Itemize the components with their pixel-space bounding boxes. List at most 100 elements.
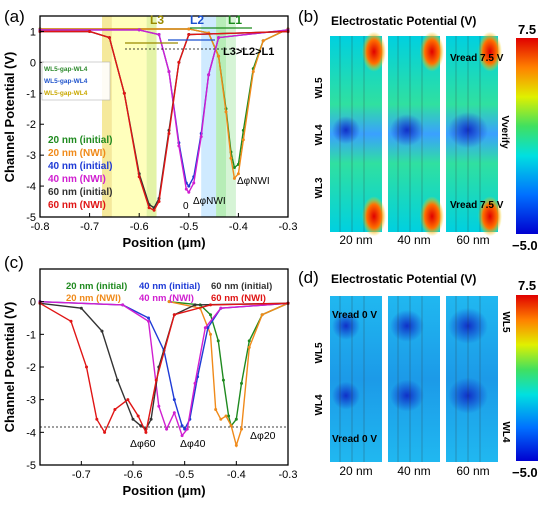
map-b-title: Electrostatic Potential (V) bbox=[331, 14, 476, 28]
y-tick-label: -1 bbox=[26, 88, 36, 100]
y-tick-label: -2 bbox=[26, 362, 36, 374]
x-tick-label: -0.5 bbox=[175, 469, 194, 481]
map-high-region bbox=[478, 31, 502, 72]
map-b-width-60: 60 nm bbox=[456, 233, 489, 247]
chart-c-ylabel: Channel Potential (V) bbox=[2, 302, 17, 433]
series-4-point bbox=[131, 417, 135, 421]
chart-a-frame bbox=[39, 15, 289, 218]
legend-a-40i: 40 nm (initial) bbox=[48, 161, 112, 172]
label-l-relation: L3>L2>L1 bbox=[223, 46, 274, 58]
chart-c: -0.7 -0.6 -0.5 -0.4 -0.3 -5 -4 -3 -2 -1 0 20 nm (i… bbox=[2, 268, 297, 498]
band-2 bbox=[146, 16, 157, 217]
map-low-region bbox=[390, 309, 424, 342]
map-b-wl5: WL5 bbox=[314, 77, 325, 99]
map-d-images bbox=[330, 296, 498, 462]
x-tick-label: -0.6 bbox=[130, 221, 149, 233]
x-tick-label: -0.5 bbox=[179, 221, 198, 233]
chart-c-legend: 20 nm (initial) 20 nm (NWI) 40 nm (initi… bbox=[66, 281, 272, 304]
inner-legend-box bbox=[41, 61, 111, 101]
map-d-width-20: 20 nm bbox=[339, 464, 372, 478]
series-5-point bbox=[122, 91, 126, 95]
chart-a-xlabel: Position (μm) bbox=[122, 235, 205, 250]
series-5-point bbox=[144, 430, 148, 434]
series-2-point bbox=[147, 316, 150, 320]
map-d-wl4-right: WL4 bbox=[500, 421, 511, 443]
series-1-point bbox=[187, 27, 191, 31]
series-2-point bbox=[206, 326, 210, 330]
panel-tag-b: (b) bbox=[298, 7, 319, 26]
x-tick-label: -0.8 bbox=[31, 221, 50, 233]
map-b-vread-bottom: Vread 7.5 V bbox=[450, 200, 504, 211]
series-3-point bbox=[121, 303, 125, 307]
chart-c-series bbox=[38, 300, 290, 448]
map-low-region bbox=[332, 381, 360, 410]
legend-a-60i: 60 nm (initial) bbox=[48, 187, 112, 198]
series-5-point bbox=[107, 36, 111, 40]
series-3-point bbox=[207, 73, 211, 77]
label-dphi-20: Δφ20 bbox=[250, 430, 276, 442]
y-tick-label: -3 bbox=[26, 150, 36, 162]
series-4-point bbox=[193, 303, 197, 307]
series-5-point bbox=[209, 303, 212, 307]
map-d-cb-min: −5.0 bbox=[512, 465, 538, 480]
map-high-region bbox=[362, 31, 386, 72]
series-5-point bbox=[157, 200, 161, 204]
map-d-cb-max: 7.5 bbox=[518, 278, 536, 293]
series-4-point bbox=[100, 329, 104, 333]
map-d-vread-bottom: Vread 0 V bbox=[332, 434, 377, 445]
label-dphi-nwi-b: ΔφNWI bbox=[193, 196, 226, 207]
series-0-point bbox=[240, 381, 243, 385]
map-d-colorbar bbox=[516, 295, 538, 461]
legend-a-20n: 20 nm (NWI) bbox=[48, 148, 106, 159]
label-l1: L1 bbox=[228, 13, 242, 27]
map-d-title: Electrostatic Potential (V) bbox=[331, 272, 476, 286]
legend-c-60n: 60 nm (NWI) bbox=[211, 293, 266, 304]
y-tick-label: 0 bbox=[30, 57, 36, 69]
series-3-point bbox=[177, 144, 181, 148]
inner-legend-item-1: WL5-gap-WL4 bbox=[44, 66, 88, 73]
series-3-point bbox=[219, 306, 223, 310]
series-3-point bbox=[180, 434, 184, 438]
map-panel-b: Electrostatic Potential (V) WL5 WL4 WL3 … bbox=[314, 14, 538, 253]
series-1-point bbox=[214, 407, 218, 411]
x-tick-label: -0.7 bbox=[80, 221, 99, 233]
label-l3: L3 bbox=[150, 13, 164, 27]
chart-a-ticks: -0.8 -0.7 -0.6 -0.5 -0.4 -0.3 -5 -4 -3 -2 -1 0 1 bbox=[26, 26, 297, 233]
map-low-region bbox=[390, 114, 424, 147]
series-1-point bbox=[240, 427, 243, 431]
legend-a-20i: 20 nm (initial) bbox=[48, 135, 112, 146]
map-high-region bbox=[420, 31, 444, 72]
series-line-1 bbox=[40, 28, 289, 180]
series-3-point bbox=[185, 427, 189, 431]
series-line-2 bbox=[39, 301, 289, 431]
legend-c-40n: 40 nm (NWI) bbox=[139, 293, 194, 304]
label-dphi-40: Δφ40 bbox=[180, 438, 206, 450]
map-low-region bbox=[332, 311, 360, 340]
series-5-point bbox=[103, 430, 107, 434]
map-high-region bbox=[478, 196, 502, 237]
panel-tag-d: (d) bbox=[298, 268, 319, 287]
map-b-vread-top: Vread 7.5 V bbox=[450, 53, 504, 64]
map-d-width-60: 60 nm bbox=[456, 464, 489, 478]
series-3-point bbox=[193, 381, 197, 385]
label-dphi-nwi-a: ΔφNWI bbox=[237, 176, 270, 187]
series-3-point bbox=[172, 411, 176, 415]
panel-tag-a: (a) bbox=[4, 7, 25, 26]
map-b-verify: Vverify bbox=[499, 115, 510, 149]
map-b-cb-min: −5.0 bbox=[512, 238, 538, 253]
series-0-point bbox=[232, 166, 236, 170]
series-5-point bbox=[152, 208, 156, 212]
y-tick-label: -5 bbox=[26, 460, 36, 472]
series-3-point bbox=[157, 33, 161, 37]
legend-c-60i: 60 nm (initial) bbox=[211, 281, 272, 292]
legend-c-40i: 40 nm (initial) bbox=[139, 281, 200, 292]
map-high-region bbox=[362, 196, 386, 237]
series-1-point bbox=[217, 54, 221, 58]
map-b-wl3: WL3 bbox=[314, 177, 325, 199]
chart-a-series bbox=[38, 27, 290, 212]
series-1-point bbox=[260, 313, 264, 317]
map-d-wl5-left: WL5 bbox=[314, 342, 325, 364]
series-3-point bbox=[187, 190, 191, 194]
y-tick-label: 0 bbox=[30, 297, 36, 309]
